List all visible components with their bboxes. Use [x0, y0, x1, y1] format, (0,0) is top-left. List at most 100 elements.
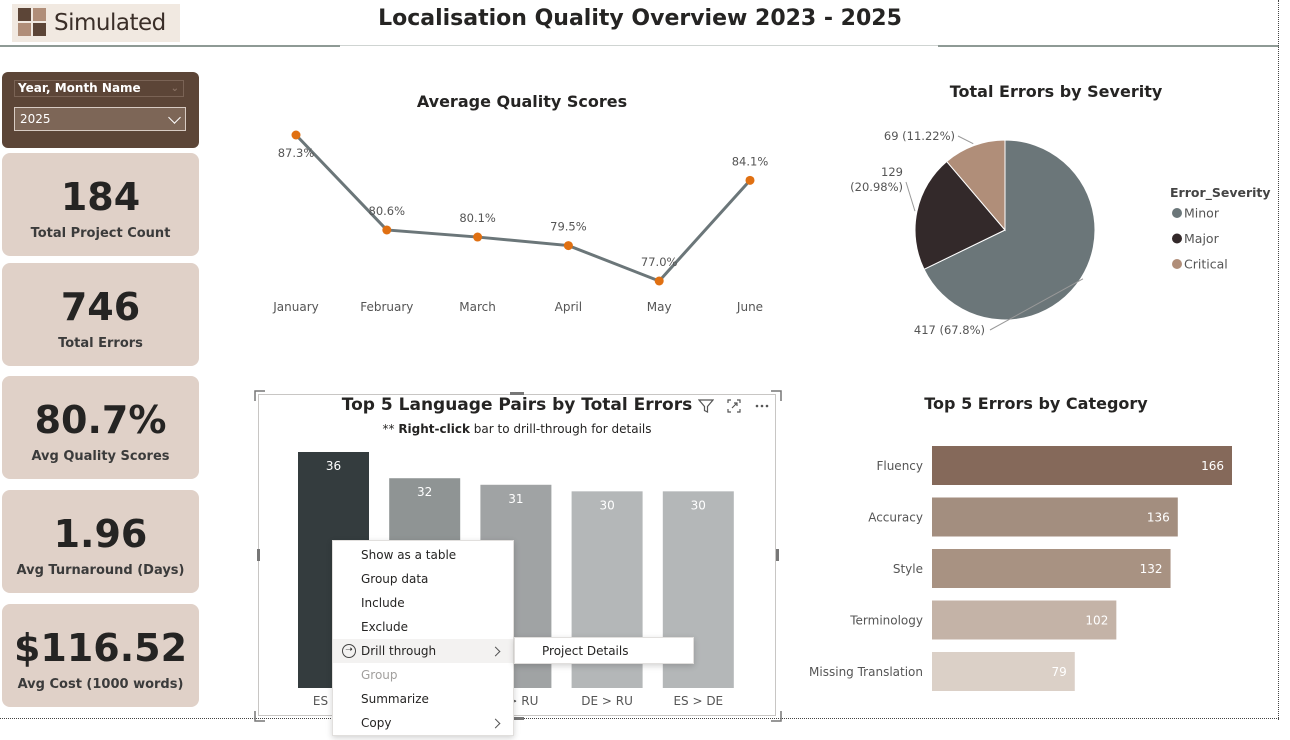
- kpi-label: Avg Quality Scores: [31, 449, 170, 464]
- x-axis-tick-label: May: [647, 300, 672, 314]
- menu-item-summarize[interactable]: Summarize: [333, 687, 513, 711]
- line-data-label: 84.1%: [732, 154, 769, 168]
- pie-leader-line: [957, 135, 974, 145]
- pie-leader-line: [989, 278, 1084, 331]
- header-divider-right: [938, 45, 1279, 47]
- legend-entry[interactable]: Critical: [1184, 257, 1228, 272]
- menu-item-include[interactable]: Include: [333, 591, 513, 615]
- chevron-right-icon: [490, 718, 501, 729]
- category-bar[interactable]: [932, 600, 1117, 640]
- menu-item-copy[interactable]: Copy: [333, 711, 513, 735]
- menu-item-group-data[interactable]: Group data: [333, 567, 513, 591]
- year-dropdown[interactable]: 2025: [14, 107, 186, 131]
- focus-mode-icon[interactable]: [724, 396, 744, 416]
- subtitle-rest: bar to drill-through for details: [469, 422, 652, 436]
- line-chart-title: Average Quality Scores: [416, 92, 628, 111]
- legend-entry[interactable]: Major: [1184, 231, 1220, 246]
- pie-leader-line: [905, 181, 916, 212]
- y-axis-tick-label: Terminology: [849, 614, 923, 628]
- bar-data-label: 166: [1201, 459, 1224, 473]
- kpi-card-total-project-count: 184 Total Project Count: [2, 153, 199, 256]
- kpi-card-avg-quality-scores: 80.7% Avg Quality Scores: [2, 376, 199, 479]
- line-point[interactable]: [745, 175, 755, 185]
- bar-data-label: 30: [599, 498, 614, 512]
- line-point[interactable]: [654, 276, 664, 286]
- kpi-value: 746: [60, 285, 141, 329]
- bar-data-label: 79: [1051, 665, 1066, 679]
- line-data-label: 79.5%: [550, 220, 587, 234]
- category-bar[interactable]: [932, 446, 1232, 485]
- kpi-label: Avg Turnaround (Days): [16, 563, 185, 578]
- logo: Simulated: [12, 4, 180, 42]
- bar-data-label: 36: [326, 459, 341, 473]
- menu-item-exclude[interactable]: Exclude: [333, 615, 513, 639]
- subtitle-emphasis: Right-click: [398, 422, 470, 436]
- x-axis-tick-label: ES > DE: [673, 694, 723, 708]
- submenu-item-project-details[interactable]: Project Details: [514, 637, 694, 664]
- filter-icon[interactable]: [696, 396, 716, 416]
- line-point[interactable]: [382, 225, 392, 235]
- line-data-label: 80.1%: [459, 211, 496, 225]
- kpi-label: Total Project Count: [30, 226, 171, 241]
- bar-chart-title: Top 5 Language Pairs by Total Errors: [341, 395, 693, 415]
- line-point[interactable]: [473, 232, 483, 242]
- kpi-value: 80.7%: [34, 398, 167, 442]
- line-chart: 87.3% January 80.6% February 80.1% March 79.5%…: [272, 130, 769, 314]
- context-menu: Show as a table Group data Include Exclu…: [332, 540, 514, 736]
- legend-swatch: [1172, 233, 1182, 244]
- subtitle-prefix: **: [382, 422, 399, 436]
- menu-item-label: Exclude: [361, 620, 409, 634]
- kpi-value: 1.96: [53, 512, 148, 556]
- page-title: Localisation Quality Overview 2023 - 202…: [378, 6, 902, 31]
- line-data-label: 87.3%: [278, 146, 315, 160]
- menu-item-drill-through[interactable]: ➝ Drill through: [333, 639, 513, 663]
- line-data-label: 80.6%: [369, 204, 406, 218]
- x-axis-tick-label: DE > RU: [581, 694, 633, 708]
- line-point[interactable]: [291, 130, 301, 140]
- pie-chart: 417 (67.8%) 129(20.98%) 69 (11.22%) Error_S…: [850, 129, 1271, 337]
- pie-slice-major[interactable]: [914, 160, 1006, 270]
- category-bar[interactable]: [932, 497, 1178, 537]
- kpi-card-avg-cost: $116.52 Avg Cost (1000 words): [2, 604, 199, 707]
- pie-slice-critical[interactable]: [945, 139, 1006, 232]
- x-axis-tick-label: ES: [313, 694, 328, 708]
- kpi-label: Total Errors: [58, 336, 143, 351]
- pie-slice-minor[interactable]: [923, 139, 1096, 321]
- y-axis-tick-label: Style: [893, 562, 923, 576]
- canvas-border-right: [1278, 0, 1279, 720]
- header-divider-center: [340, 45, 938, 46]
- y-axis-tick-label: Fluency: [876, 459, 923, 473]
- legend-entry[interactable]: Minor: [1184, 206, 1220, 221]
- year-dropdown-value: 2025: [20, 112, 51, 126]
- bar-data-label: 32: [417, 485, 432, 499]
- kpi-card-total-errors: 746 Total Errors: [2, 263, 199, 366]
- pie-data-label: 69 (11.22%): [884, 129, 955, 143]
- bar-data-label: 31: [508, 492, 523, 506]
- slicer-header: Year, Month Name ⌄: [14, 80, 184, 97]
- x-axis-tick-label: June: [736, 300, 763, 314]
- legend-swatch: [1172, 208, 1182, 218]
- menu-item-label: Copy: [361, 716, 392, 730]
- bar-data-label: 102: [1085, 614, 1108, 628]
- pie-data-label: 129: [881, 165, 903, 179]
- category-bar[interactable]: [932, 652, 1075, 691]
- pie-data-label: (20.98%): [850, 180, 903, 194]
- bar-chart-subtitle: ** Right-click bar to drill-through for …: [258, 422, 776, 436]
- menu-item-show-as-table[interactable]: Show as a table: [333, 543, 513, 567]
- bar-data-label: 30: [691, 498, 706, 512]
- bar-data-label: 136: [1147, 511, 1170, 525]
- line-point[interactable]: [563, 241, 573, 251]
- kpi-value: 184: [60, 175, 141, 219]
- legend-swatch: [1172, 259, 1182, 269]
- errors-by-category-chart: 166 Fluency 136 Accuracy 132 Style 102 Terminol…: [809, 446, 1232, 691]
- category-bar[interactable]: [932, 549, 1171, 588]
- menu-item-label: Group: [361, 668, 398, 682]
- menu-item-label: Group data: [361, 572, 429, 586]
- pie-data-label: 417 (67.8%): [914, 323, 985, 337]
- more-options-icon[interactable]: [752, 396, 772, 416]
- slicer-label: Year, Month Name: [18, 81, 141, 95]
- line-data-label: 77.0%: [641, 255, 678, 269]
- menu-item-label: Show as a table: [361, 548, 457, 562]
- pie-legend-title: Error_Severity: [1170, 185, 1271, 201]
- kpi-label: Avg Cost (1000 words): [17, 677, 184, 692]
